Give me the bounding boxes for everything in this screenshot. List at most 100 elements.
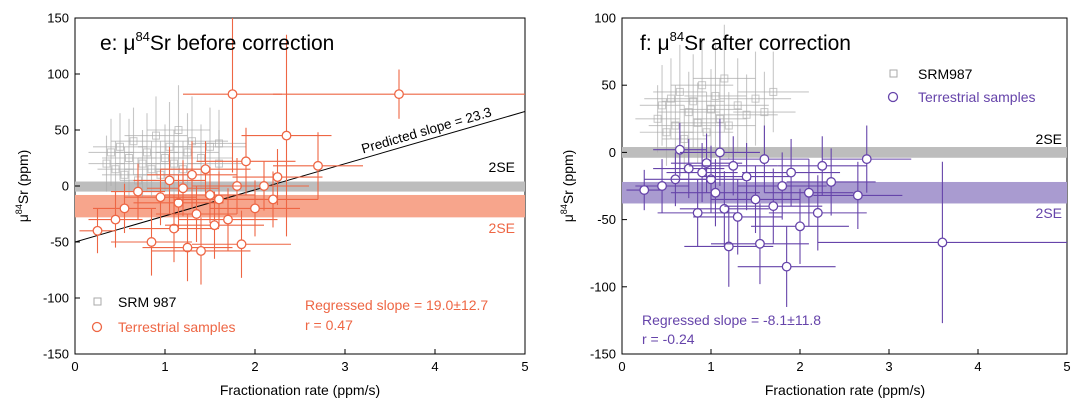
srm-point-e-1 xyxy=(107,148,115,157)
legend-srm-square-icon-f xyxy=(889,69,898,78)
ylabel-f-prefix: μ xyxy=(560,214,576,222)
y-tick-label-e-6: 150 xyxy=(47,11,69,26)
srm-point-e-16 xyxy=(174,126,183,134)
terr-point-f-20 xyxy=(777,181,788,191)
y-tick-label-f-2: -50 xyxy=(597,212,616,227)
terr-point-f-28 xyxy=(852,190,863,201)
panel-title-f: f: μ84Sr after correction xyxy=(640,29,851,55)
srm-point-e-18 xyxy=(183,148,192,157)
terr-point-e-24 xyxy=(259,181,269,191)
srm-point-f-7 xyxy=(684,108,693,117)
srm-point-e-9 xyxy=(143,148,151,157)
srm-point-e-15 xyxy=(170,159,178,168)
terr-point-f-1 xyxy=(657,181,668,191)
band-label-terr-e: 2SE xyxy=(489,220,515,236)
legend-terr-label-f: Terrestrial samples xyxy=(918,89,1035,105)
srm-point-f-17 xyxy=(733,101,742,110)
band-label-srm-e: 2SE xyxy=(489,159,515,175)
terr-point-e-28 xyxy=(313,160,323,171)
y-tick-label-f-5: 100 xyxy=(594,11,616,26)
terr-point-e-1 xyxy=(110,214,121,225)
terr-point-e-18 xyxy=(223,214,233,225)
y-tick-label-e-5: 100 xyxy=(47,67,69,82)
terr-point-e-11 xyxy=(187,169,197,180)
terr-point-e-4 xyxy=(146,237,157,247)
ylabel-f: μ84Sr (ppm) xyxy=(559,150,576,223)
srm-point-e-3 xyxy=(116,142,124,151)
terr-point-e-29 xyxy=(394,89,404,100)
terr-point-e-17 xyxy=(214,194,224,205)
terr-point-e-22 xyxy=(241,156,251,167)
x-tick-label-e-5: 5 xyxy=(521,359,528,374)
ylabel-f-sup: 84 xyxy=(559,204,569,214)
terr-point-e-16 xyxy=(209,220,220,231)
legend-terr-label-e: Terrestrial samples xyxy=(118,319,235,335)
x-tick-label-f-5: 5 xyxy=(1063,359,1070,374)
terr-point-f-5 xyxy=(692,207,703,218)
srm-point-e-8 xyxy=(138,159,147,168)
y-tick-label-f-3: 0 xyxy=(609,145,616,160)
srm-point-f-10 xyxy=(698,81,707,90)
ylabel-e-prefix: μ xyxy=(15,214,31,222)
y-tick-label-f-1: -100 xyxy=(590,279,616,294)
terr-point-f-19 xyxy=(768,201,779,212)
srm-point-f-6 xyxy=(680,134,689,143)
y-tick-label-e-0: -150 xyxy=(43,347,69,362)
legend-srm-label-e: SRM 987 xyxy=(118,294,177,310)
terr-point-f-30 xyxy=(937,237,948,248)
xlabel-f: Fractionation rate (ppm/s) xyxy=(765,382,925,398)
srm-point-f-18 xyxy=(742,110,751,119)
terr-point-e-19 xyxy=(227,89,238,100)
panel-title-e-suffix: Sr before correction xyxy=(150,32,334,55)
xlabel-e: Fractionation rate (ppm/s) xyxy=(220,382,380,398)
srm-point-e-23 xyxy=(215,139,223,148)
terr-point-f-13 xyxy=(728,160,739,171)
x-tick-label-f-2: 2 xyxy=(796,359,803,374)
srm-point-f-0 xyxy=(653,114,662,123)
srm-point-f-19 xyxy=(751,94,760,103)
y-tick-label-e-3: 0 xyxy=(62,179,69,194)
srm-point-e-2 xyxy=(111,165,120,174)
terr-point-f-18 xyxy=(759,154,770,165)
srm-point-f-5 xyxy=(675,87,684,96)
terr-point-e-14 xyxy=(200,164,211,175)
terr-point-e-13 xyxy=(196,246,206,256)
terr-point-e-10 xyxy=(182,242,193,253)
marks-f xyxy=(626,24,1067,324)
terr-point-e-15 xyxy=(205,190,215,200)
axes-f: 0 1 2 3 4 5 -150 -100 -50 0 50 100 xyxy=(590,11,1071,375)
terr-point-f-14 xyxy=(732,211,743,222)
srm-point-f-2 xyxy=(662,128,671,137)
srm-point-e-0 xyxy=(102,159,111,168)
band-srm-2se-e xyxy=(75,181,525,192)
legend-e: SRM 987 Terrestrial samples xyxy=(91,294,235,335)
annotation-slope-e: Regressed slope = 19.0±12.7 xyxy=(305,297,488,313)
srm-point-e-10 xyxy=(147,165,156,174)
srm-point-e-13 xyxy=(161,154,169,162)
panel-title-f-sup: 84 xyxy=(670,29,684,44)
legend-terr-circle-icon-f xyxy=(887,91,899,103)
band-srm-2se-f xyxy=(622,147,1067,158)
terr-point-e-9 xyxy=(178,183,188,194)
ylabel-e-suffix: Sr (ppm) xyxy=(15,150,31,204)
srm-point-f-15 xyxy=(720,74,729,83)
terr-point-e-3 xyxy=(133,186,143,197)
panel-title-e: e: μ84Sr before correction xyxy=(100,29,334,55)
terr-point-f-23 xyxy=(795,221,805,232)
terr-point-f-24 xyxy=(803,187,814,198)
srm-point-e-4 xyxy=(120,170,129,179)
terr-point-f-16 xyxy=(750,194,761,205)
terr-point-f-17 xyxy=(755,238,765,249)
terr-point-f-29 xyxy=(861,154,872,165)
terr-point-f-22 xyxy=(786,167,797,178)
srm-point-e-5 xyxy=(125,154,133,162)
panel-title-f-suffix: Sr after correction xyxy=(684,32,851,55)
srm-point-f-20 xyxy=(760,108,769,117)
panel-title-f-prefix: f: μ xyxy=(640,32,670,55)
y-tick-label-e-4: 50 xyxy=(55,123,69,138)
x-tick-label-f-1: 1 xyxy=(707,359,714,374)
terr-point-f-25 xyxy=(812,207,823,218)
x-tick-label-f-0: 0 xyxy=(618,359,625,374)
